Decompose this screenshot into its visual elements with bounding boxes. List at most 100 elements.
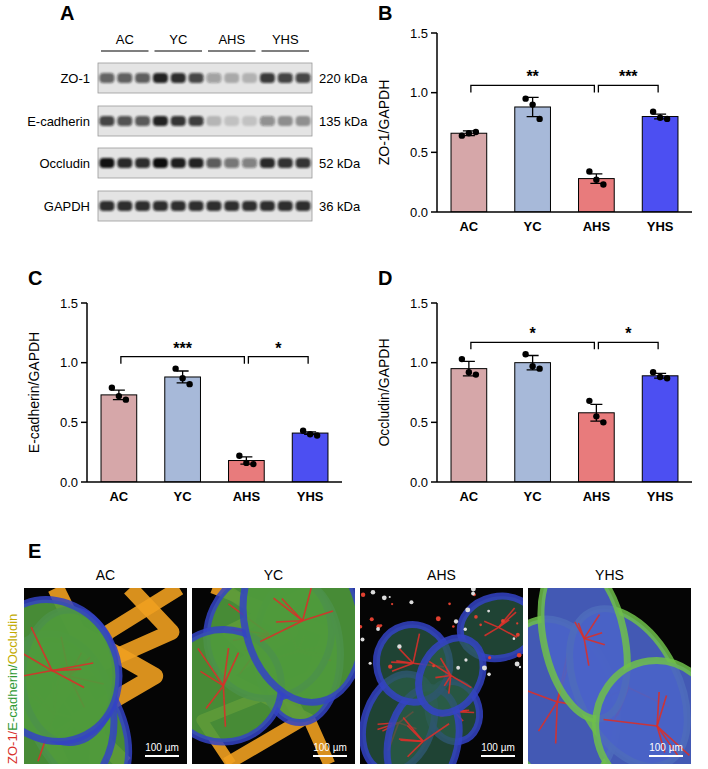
x-tick-label: YC (524, 219, 543, 234)
lumen-stain (198, 648, 224, 685)
x-tick-label: YHS (647, 489, 674, 504)
data-point (466, 369, 472, 375)
blot-group-line (155, 50, 203, 51)
debris (370, 617, 374, 621)
significance-bracket (471, 85, 595, 92)
x-axis (437, 481, 692, 483)
significance-label: *** (173, 340, 192, 357)
lumen-stain (556, 702, 558, 744)
x-tick-label: AHS (583, 489, 611, 504)
debris (361, 593, 365, 597)
data-point (657, 374, 663, 380)
blot-band (153, 116, 168, 126)
data-point (473, 129, 479, 135)
debris (379, 624, 382, 627)
panel-label: B (378, 2, 392, 24)
significance-bracket (598, 342, 658, 349)
blot-band (99, 158, 114, 168)
scale-bar (313, 755, 347, 757)
blot-band (242, 73, 257, 83)
blot-band (224, 116, 239, 126)
blot-band (206, 73, 221, 83)
x-tick-label: AC (459, 219, 478, 234)
y-tick (81, 362, 87, 364)
lumen-stain (429, 661, 451, 675)
blot-band (171, 116, 186, 126)
image-title: YHS (595, 567, 624, 583)
blot-band (135, 201, 150, 211)
crypt (24, 588, 143, 764)
blot-band (278, 201, 293, 211)
bar (515, 363, 551, 482)
blot-band (296, 73, 311, 83)
data-point (172, 365, 178, 371)
lumen-stain (392, 663, 413, 671)
blot-protein-label: ZO-1 (60, 71, 90, 86)
panel-label: A (60, 2, 74, 24)
bar (515, 107, 551, 212)
y-tick-label: 1.0 (410, 355, 428, 370)
crypt (588, 653, 691, 764)
bar (292, 433, 328, 482)
stain-label-part: Occludin (5, 614, 20, 665)
stain-label-part: E-cadherin/ (5, 664, 20, 731)
debris (464, 658, 467, 661)
data-point (529, 101, 535, 107)
blot-band (117, 73, 132, 83)
lumen-stain (499, 608, 515, 627)
crypt (227, 588, 355, 714)
marks (451, 95, 678, 212)
debris (488, 656, 491, 659)
data-point (600, 419, 606, 425)
lumen-stain (260, 621, 302, 642)
y-tick-label: 1.5 (60, 296, 78, 311)
error-bar (590, 404, 602, 421)
blot-band (99, 201, 114, 211)
bar-chart: 0.00.51.01.5ZO-1/GAPDHACYCAHSYHS***** (376, 26, 692, 235)
data-point (473, 371, 479, 377)
data-point (664, 116, 670, 122)
lumen-stain (274, 598, 303, 620)
lumen-stain (499, 627, 517, 637)
lumen-stain (399, 649, 413, 663)
data-point (466, 130, 472, 136)
blot-band (135, 73, 150, 83)
y-axis (86, 303, 88, 482)
blot-protein-label: GAPDH (44, 199, 90, 214)
data-point (307, 431, 313, 437)
lumen-stain (206, 686, 223, 709)
y-tick (431, 152, 437, 154)
debris (369, 662, 372, 665)
lumen-stain (484, 621, 498, 627)
blot-band (153, 158, 168, 168)
blot-size-label: 135 kDa (319, 114, 368, 129)
debris (409, 600, 413, 604)
y-tick (431, 211, 437, 213)
debris (519, 666, 521, 668)
y-tick-label: 1.0 (60, 355, 78, 370)
significance-label: ** (526, 68, 539, 85)
blot-band (296, 201, 311, 211)
debris (360, 625, 362, 629)
lumen-stain (499, 612, 517, 627)
bar (229, 461, 265, 482)
micrograph (24, 588, 187, 764)
lumen-stain (584, 638, 589, 665)
debris (391, 603, 393, 605)
blot-band (260, 116, 275, 126)
data-point (186, 381, 192, 387)
y-axis-title: ZO-1/GAPDH (376, 80, 392, 166)
image-title: YC (264, 567, 283, 583)
data-point (179, 375, 185, 381)
blot-band (242, 158, 257, 168)
bar-chart: 0.00.51.01.5Occludin/GAPDHACYCAHSYHS** (376, 296, 692, 505)
debris (452, 625, 455, 628)
blot-band (260, 158, 275, 168)
debris (456, 666, 460, 670)
blot-band (278, 73, 293, 83)
y-tick (431, 422, 437, 424)
lumen-stain (52, 671, 84, 688)
lumen-stain (528, 687, 557, 702)
blot-band (189, 201, 204, 211)
significance-bracket (121, 357, 245, 364)
